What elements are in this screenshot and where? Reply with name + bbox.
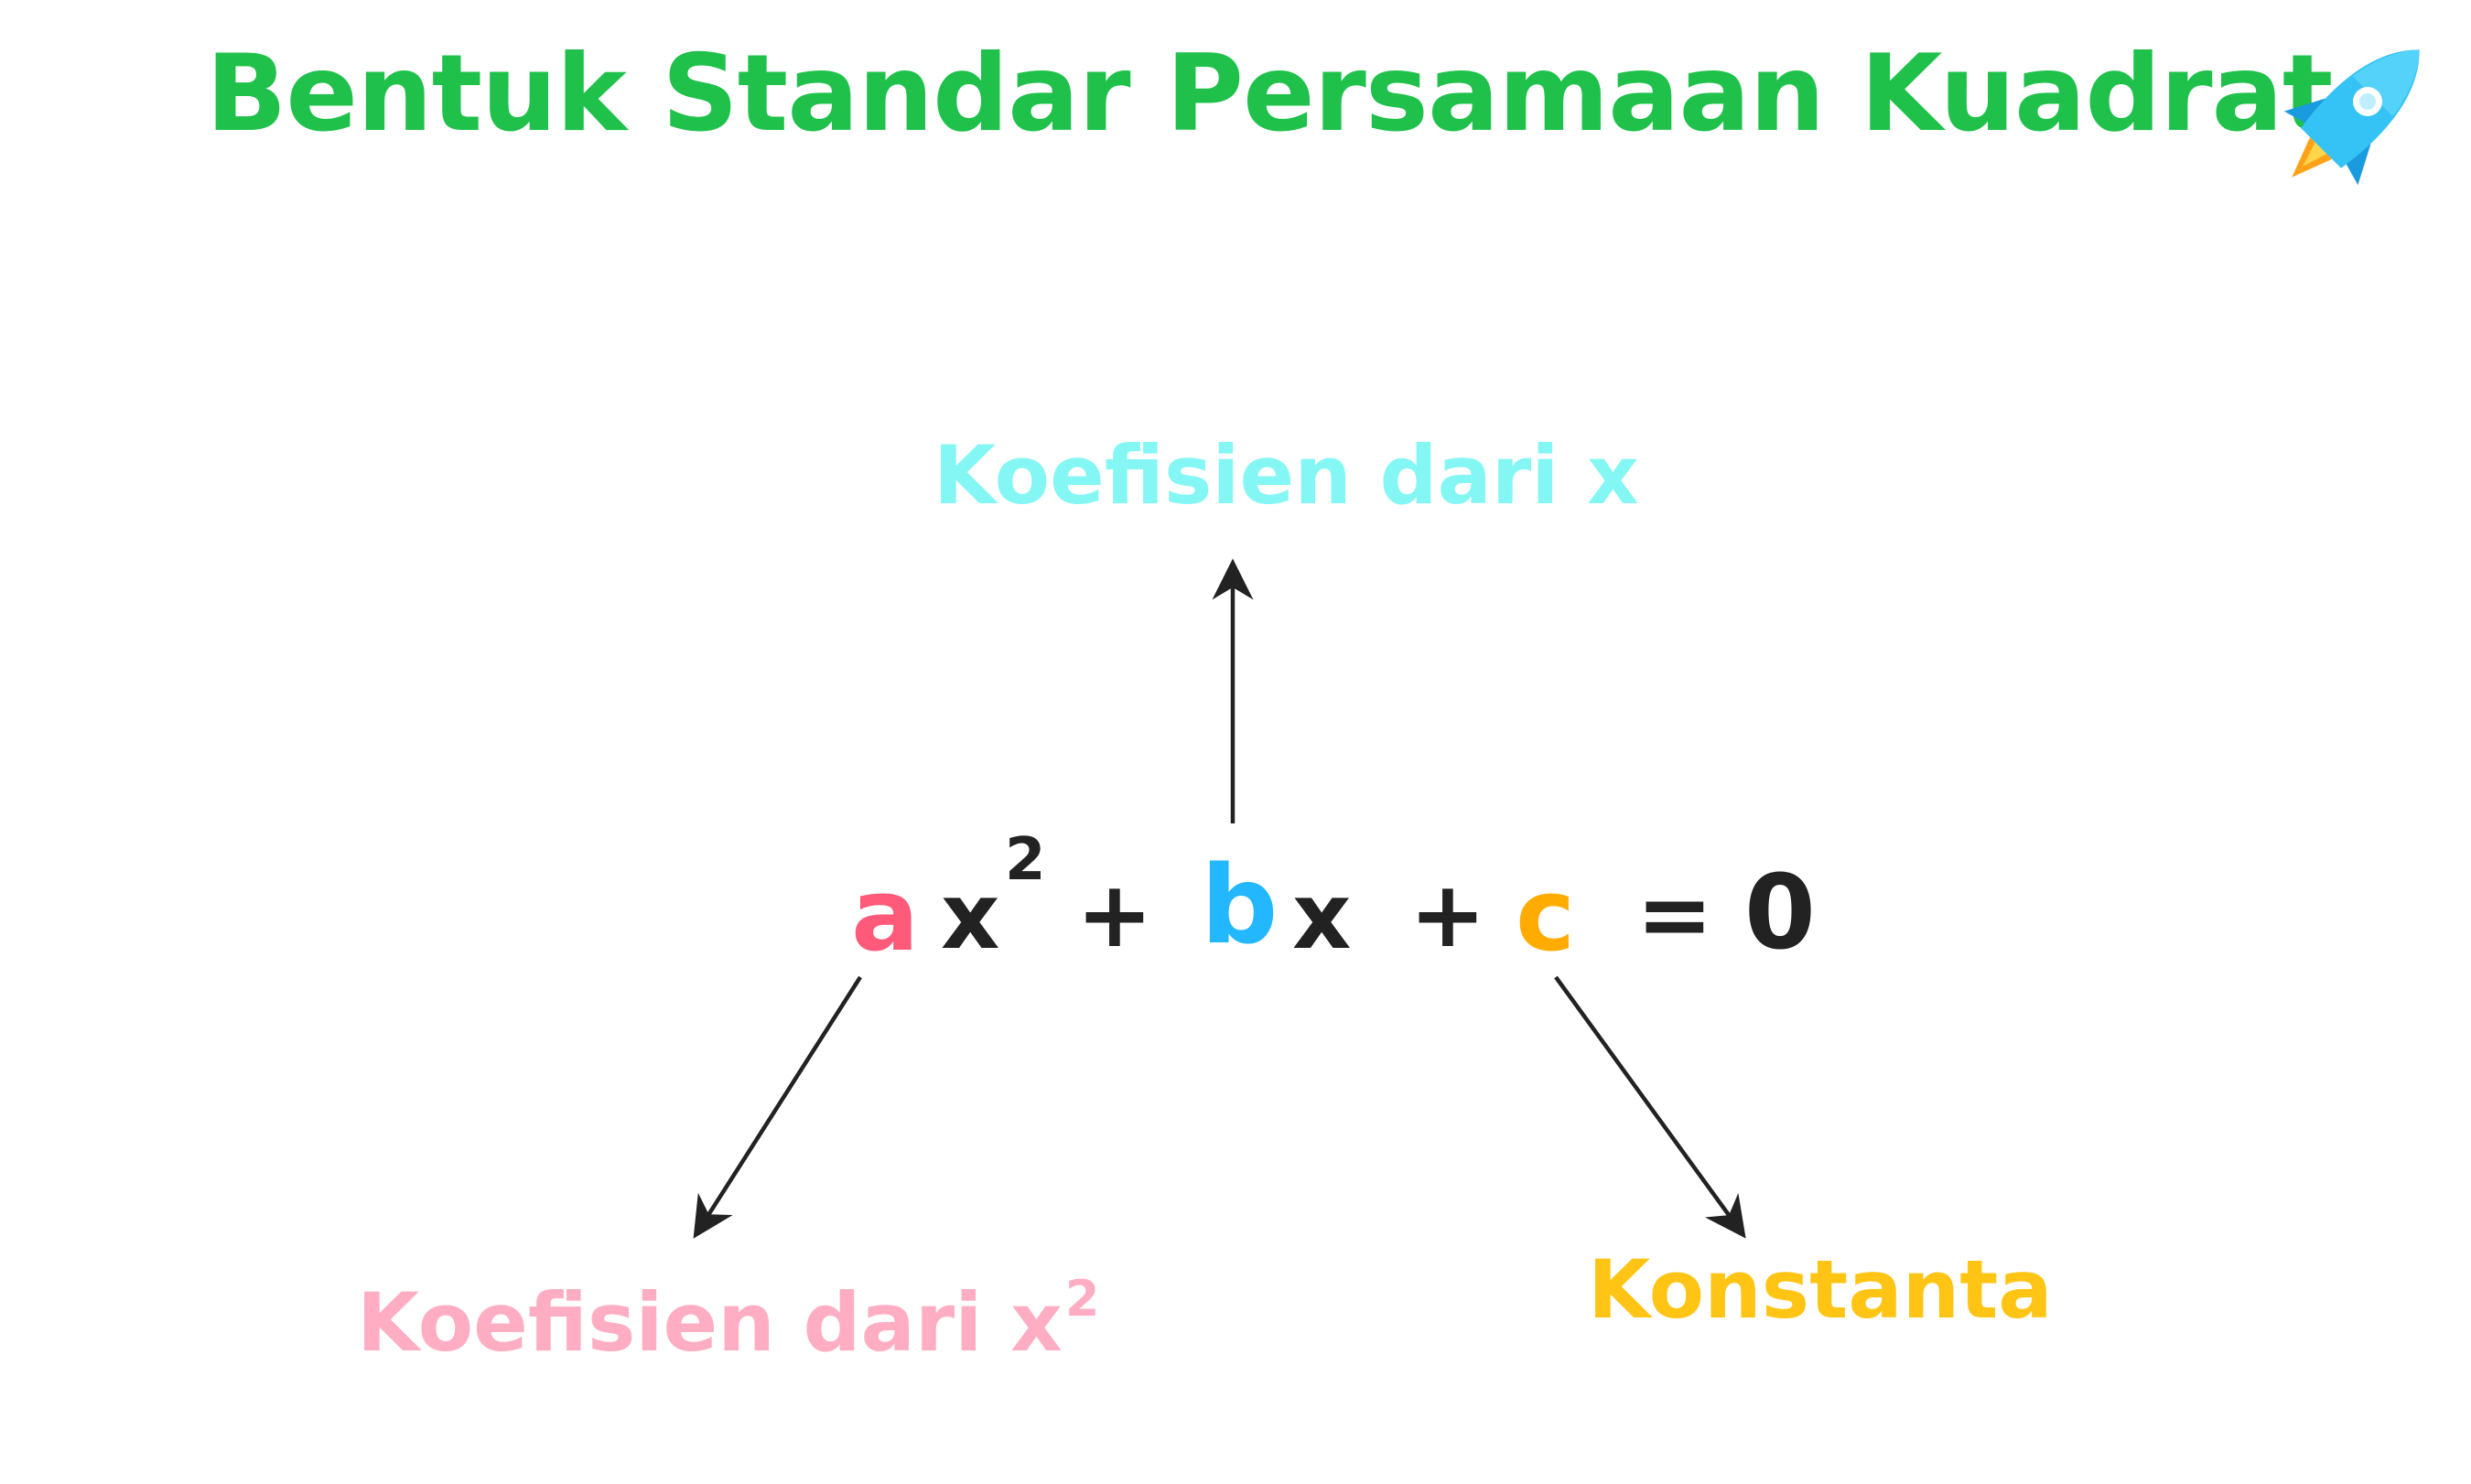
exponent-2: 2 (1005, 826, 1046, 894)
plus-sign-1: + (1076, 861, 1153, 968)
label-coefficient-x-squared: Koefisien dari x2 (357, 1253, 1099, 1369)
label-a-text: Koefisien dari x (357, 1275, 1063, 1370)
coefficient-b: b (1201, 842, 1279, 968)
variable-x: x (1292, 863, 1352, 970)
label-constant: Konstanta (1588, 1242, 2053, 1337)
label-a-exponent: 2 (1064, 1270, 1100, 1328)
rocket-icon (2283, 49, 2420, 186)
arrow-to-konstanta (1554, 975, 1746, 1239)
constant-c: c (1516, 856, 1576, 973)
label-coefficient-x: Koefisien dari x (933, 428, 1639, 522)
plus-sign-2: + (1409, 861, 1486, 968)
arrow-to-koefisien-x-squared (693, 975, 862, 1239)
zero: 0 (1744, 854, 1816, 973)
equals-sign: = (1636, 861, 1713, 968)
coefficient-a: a (851, 856, 920, 973)
page-title: Bentuk Standar Persamaan Kuadrat (206, 32, 2333, 156)
variable-x-squared: x (941, 863, 1000, 970)
